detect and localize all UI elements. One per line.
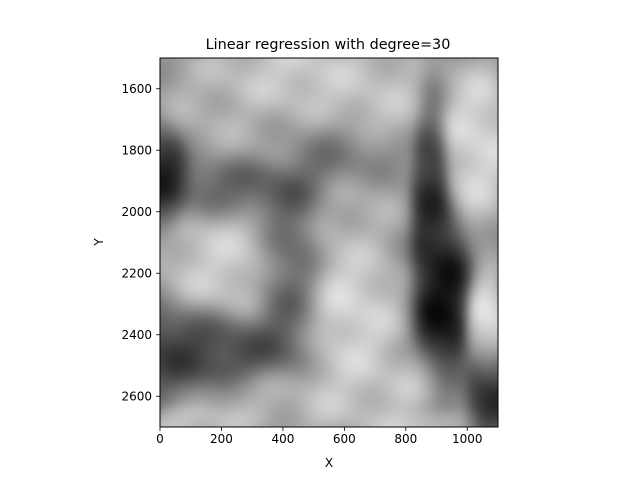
x-tick-label: 800 xyxy=(394,432,417,446)
x-tick-label: 0 xyxy=(156,432,164,446)
y-tick-label: 2600 xyxy=(121,389,152,403)
x-tick-label: 600 xyxy=(333,432,356,446)
chart-title: Linear regression with degree=30 xyxy=(206,37,451,53)
x-tick-label: 1000 xyxy=(452,432,483,446)
y-axis: 1600 1800 2000 2200 2400 2600 xyxy=(121,82,160,403)
axes-frame xyxy=(159,57,499,428)
y-tick-label: 2400 xyxy=(121,328,152,342)
y-tick-label: 1600 xyxy=(121,82,152,96)
plot-area xyxy=(159,57,499,428)
x-axis: 0 200 400 600 800 1000 xyxy=(156,427,483,446)
x-axis-label: X xyxy=(325,456,333,470)
y-axis-label: Y xyxy=(92,238,106,247)
y-tick-label: 2000 xyxy=(121,205,152,219)
x-tick-label: 400 xyxy=(271,432,294,446)
y-tick-label: 2200 xyxy=(121,266,152,280)
x-tick-label: 200 xyxy=(210,432,233,446)
heatmap-image xyxy=(160,58,498,427)
y-tick-label: 1800 xyxy=(121,143,152,157)
